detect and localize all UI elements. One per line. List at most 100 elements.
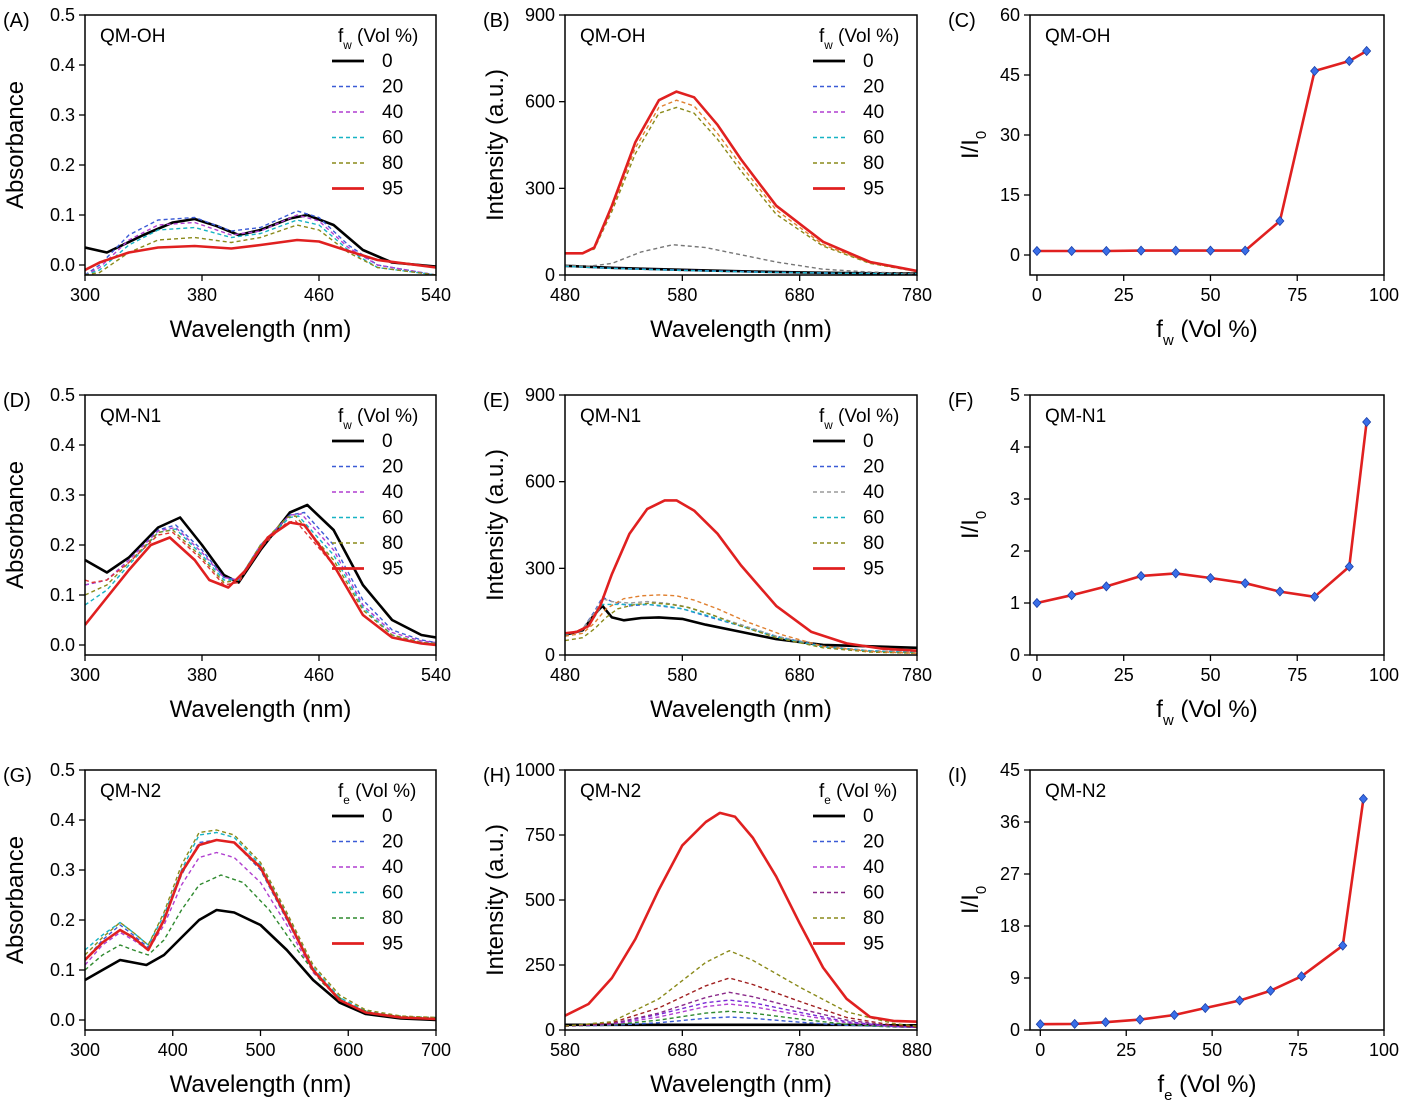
legend-label: 80 [863,153,884,174]
sample-label: QM-N2 [100,781,161,802]
legend-label: 40 [863,482,884,503]
x-tick-label: 300 [70,285,100,305]
panel-letter: (C) [948,10,976,32]
legend-label: 0 [382,431,393,452]
y-tick-label: 1 [1010,593,1020,613]
y-tick-label: 500 [525,890,555,910]
series-line-95 [85,521,436,647]
y-tick-label: 0 [545,1020,555,1040]
sample-label: QM-OH [100,26,165,47]
data-point-marker [1310,591,1320,602]
data-point-marker [1344,55,1354,67]
series-line-95 [565,90,917,273]
sample-label: QM-N1 [1045,406,1106,427]
y-tick-label: 0.2 [50,535,75,555]
plot-frame [1029,769,1385,1031]
y-tick-label: 300 [525,558,555,578]
x-tick-label: 0 [1032,665,1042,685]
y-tick-label: 0.3 [50,485,75,505]
legend-label: 60 [863,883,884,904]
legend-title: fw (Vol %) [819,406,899,432]
series-line-95 [85,838,436,1021]
series-line-ratio [1036,49,1368,253]
legend-label: 60 [863,508,884,529]
y-tick-label: 900 [525,5,555,25]
y-tick-label: 0 [1010,1020,1020,1040]
y-tick-label: 2 [1010,541,1020,561]
y-tick-label: 27 [1000,864,1020,884]
plot-frame [1029,14,1385,276]
legend-label: 20 [382,457,403,478]
legend-title: fw (Vol %) [819,26,899,52]
legend-label: 95 [863,559,884,580]
x-tick-label: 50 [1200,665,1220,685]
y-tick-label: 0.4 [50,810,75,830]
y-tick-label: 3 [1010,489,1020,509]
data-point-marker [1240,245,1250,256]
data-point-marker [1101,581,1111,592]
plot-frame [564,394,918,656]
legend-label: 20 [382,77,403,98]
x-tick-label: 25 [1116,1040,1136,1060]
series-line-60 [85,219,436,275]
series-line-95 [85,238,436,272]
x-axis-label: Wavelength (nm) [170,1071,352,1098]
y-axis-label: I/I0 [957,131,990,159]
panel-g: 300 400 500 600 7000.00.10.20.30.40.5Wavelen… [2,760,451,1098]
x-tick-label: 580 [550,1040,580,1060]
data-point-marker [1362,45,1372,57]
y-tick-label: 0.2 [50,910,75,930]
plot-frame [84,14,437,276]
series-line-50 [565,999,917,1029]
data-point-marker [1296,971,1307,982]
sample-label: QM-N2 [580,781,641,802]
legend-label: 20 [863,832,884,853]
x-tick-label: 300 [70,665,100,685]
series-line-95 [565,811,917,1023]
legend-label: 20 [382,832,403,853]
series-line-20 [85,210,436,275]
x-tick-label: 380 [187,665,217,685]
data-point-marker [1310,65,1320,77]
y-tick-label: 45 [1000,760,1020,780]
y-tick-label: 0.2 [50,155,75,175]
x-tick-label: 540 [421,285,451,305]
y-axis-label: Absorbance [2,81,29,209]
data-point-marker [1035,1019,1045,1030]
x-tick-label: 300 [70,1040,100,1060]
x-tick-label: 780 [785,1040,815,1060]
x-tick-label: 600 [333,1040,363,1060]
legend-label: 60 [382,883,403,904]
y-tick-label: 0.0 [50,255,75,275]
legend-label: 60 [863,128,884,149]
y-tick-label: 0.5 [50,760,75,780]
legend-label: 40 [863,102,884,123]
series-line-30 [565,1010,917,1029]
series-line-60 [565,265,917,275]
x-tick-label: 460 [304,285,334,305]
x-tick-label: 75 [1287,665,1307,685]
data-point-marker [1240,578,1250,589]
series-line-60 [565,991,917,1029]
legend-label: 40 [863,857,884,878]
y-tick-label: 0.0 [50,1010,75,1030]
legend-label: 40 [382,482,403,503]
data-point-marker [1169,1009,1179,1021]
x-tick-label: 680 [667,1040,697,1060]
x-tick-label: 540 [421,665,451,685]
series-line-60 [565,603,917,654]
y-tick-label: 0 [545,645,555,665]
y-tick-label: 0.3 [50,860,75,880]
data-point-marker [1136,570,1146,582]
legend-title: fw (Vol %) [338,406,418,432]
x-tick-label: 0 [1032,285,1042,305]
legend-label: 95 [863,179,884,200]
panel-c: 0 25 50 75 100 0 15 30 45 60 fw (Vol %) I/I0 (C) QM-O… [948,5,1399,349]
series-line-90 [565,594,917,654]
x-tick-label: 680 [785,285,815,305]
sample-label: QM-N1 [580,406,641,427]
series-line-80 [565,602,917,654]
y-tick-label: 15 [1000,185,1020,205]
y-tick-label: 600 [525,92,555,112]
series-line-95 [565,499,917,652]
